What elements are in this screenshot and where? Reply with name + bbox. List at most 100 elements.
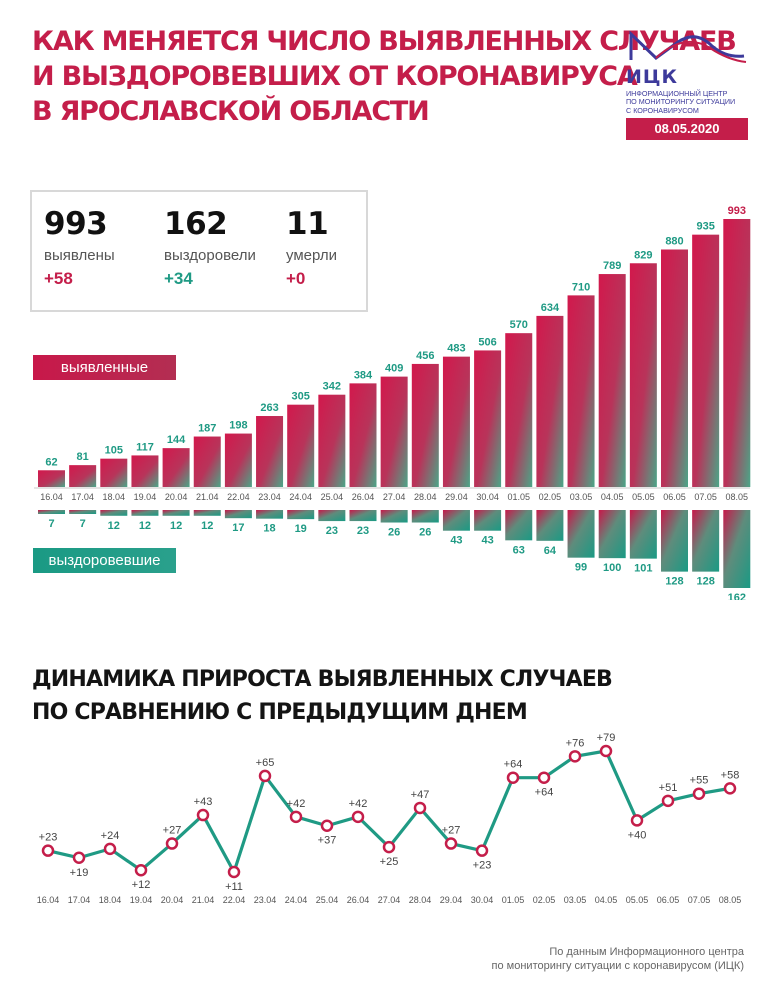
detected-bar [38,470,65,487]
detected-value-label: 570 [510,319,528,331]
growth-x-tick-label: 05.05 [626,895,649,905]
growth-value-label: +42 [349,798,368,810]
logo-wave-icon [629,30,747,63]
detected-bar [567,295,595,487]
detected-bar [287,404,315,487]
detected-value-label: 144 [167,434,186,446]
stat-died-delta: +0 [286,269,306,288]
detected-value-label: 81 [77,451,89,463]
recovered-value-label: 23 [326,525,338,537]
recovered-value-label: 7 [48,518,54,530]
recovered-bar [287,510,315,520]
growth-point [351,810,365,824]
detected-bar [629,263,657,487]
growth-value-label: +64 [504,759,523,771]
recovered-bar [131,510,159,516]
legend-detected: выявленные [33,355,176,380]
growth-x-tick-label: 26.04 [347,895,370,905]
growth-x-tick-label: 28.04 [409,895,432,905]
recovered-bar [256,510,284,519]
x-tick-label: 18.04 [103,492,126,502]
growth-x-tick-label: 21.04 [192,895,215,905]
growth-value-label: +19 [70,867,89,879]
recovered-value-label: 12 [201,520,213,532]
growth-x-tick-label: 07.05 [688,895,711,905]
detected-bar [131,455,159,487]
recovered-value-label: 23 [357,525,369,537]
detected-value-label: 263 [260,402,278,414]
growth-value-label: +23 [473,860,492,872]
title-line: И ВЫЗДОРОВЕВШИХ ОТ КОРОНАВИРУСА [32,61,638,92]
x-tick-label: 23.04 [258,492,281,502]
title-line: КАК МЕНЯЕТСЯ ЧИСЛО ВЫЯВЛЕННЫХ СЛУЧАЕВ [32,26,737,57]
recovered-value-label: 18 [263,523,275,535]
x-tick-label: 08.05 [726,492,749,502]
recovered-bar [380,510,408,523]
growth-x-tick-label: 27.04 [378,895,401,905]
recovered-bar [474,510,502,531]
recovered-bar [692,510,720,572]
growth-point [289,810,303,824]
logo-name: ИЦК [626,66,679,88]
recovered-bar [567,510,595,558]
recovered-value-label: 128 [696,576,714,588]
growth-point [382,840,396,854]
recovered-bar [38,510,65,514]
x-tick-label: 07.05 [694,492,717,502]
detected-bar [692,234,720,487]
title-line: В ЯРОСЛАВСКОЙ ОБЛАСТИ [32,96,430,127]
detected-value-label: 187 [198,423,216,435]
growth-point [103,842,117,856]
recovered-value-label: 43 [450,535,462,547]
x-tick-label: 03.05 [570,492,593,502]
growth-value-label: +65 [256,757,275,769]
detected-bar [69,465,97,487]
growth-value-label: +27 [442,825,461,837]
growth-x-tick-label: 23.04 [254,895,277,905]
recovered-value-label: 101 [634,563,652,575]
recovered-bar [411,510,439,523]
x-tick-label: 28.04 [414,492,437,502]
x-tick-label: 19.04 [134,492,157,502]
growth-value-label: +47 [411,789,430,801]
detected-value-label: 710 [572,281,590,293]
x-tick-label: 02.05 [539,492,562,502]
growth-x-tick-label: 03.05 [564,895,587,905]
recovered-bar [723,510,751,588]
x-tick-label: 16.04 [40,492,63,502]
growth-x-tick-label: 17.04 [68,895,91,905]
stat-recovered-label: выздоровели [164,247,256,264]
x-tick-label: 29.04 [445,492,468,502]
growth-point [41,844,55,857]
stat-recovered-value: 162 [164,206,228,242]
growth-x-tick-label: 25.04 [316,895,339,905]
x-tick-label: 17.04 [71,492,94,502]
growth-x-tick-label: 24.04 [285,895,308,905]
growth-x-tick-label: 01.05 [502,895,525,905]
stat-detected-label: выявлены [44,247,115,264]
growth-point [506,771,520,784]
growth-x-tick-label: 08.05 [719,895,742,905]
recovered-bar [349,510,377,522]
growth-value-label: +25 [380,856,399,868]
detected-value-label: 880 [665,235,683,247]
detected-value-label: 342 [323,381,341,393]
bar-chart: 62 16.04 7 81 17.04 7 105 18.04 12 117 19.04 12 144 2… [34,205,751,600]
growth-value-label: +23 [39,832,58,844]
detected-bar [162,448,190,487]
x-tick-label: 30.04 [476,492,499,502]
growth-value-label: +58 [721,769,740,781]
x-tick-label: 27.04 [383,492,406,502]
detected-value-label: 829 [634,249,652,261]
growth-point [661,794,675,808]
recovered-value-label: 12 [139,520,151,532]
detected-bar [536,315,564,487]
growth-point [537,771,551,784]
logo-subtitle: ИНФОРМАЦИОННЫЙ ЦЕНТР ПО МОНИТОРИНГУ СИТУ… [626,89,736,115]
detected-bar [411,363,439,487]
x-tick-label: 06.05 [663,492,686,502]
recovered-bar [505,510,533,541]
recovered-bar [224,510,252,519]
detected-value-label: 993 [728,205,746,217]
x-tick-label: 21.04 [196,492,219,502]
